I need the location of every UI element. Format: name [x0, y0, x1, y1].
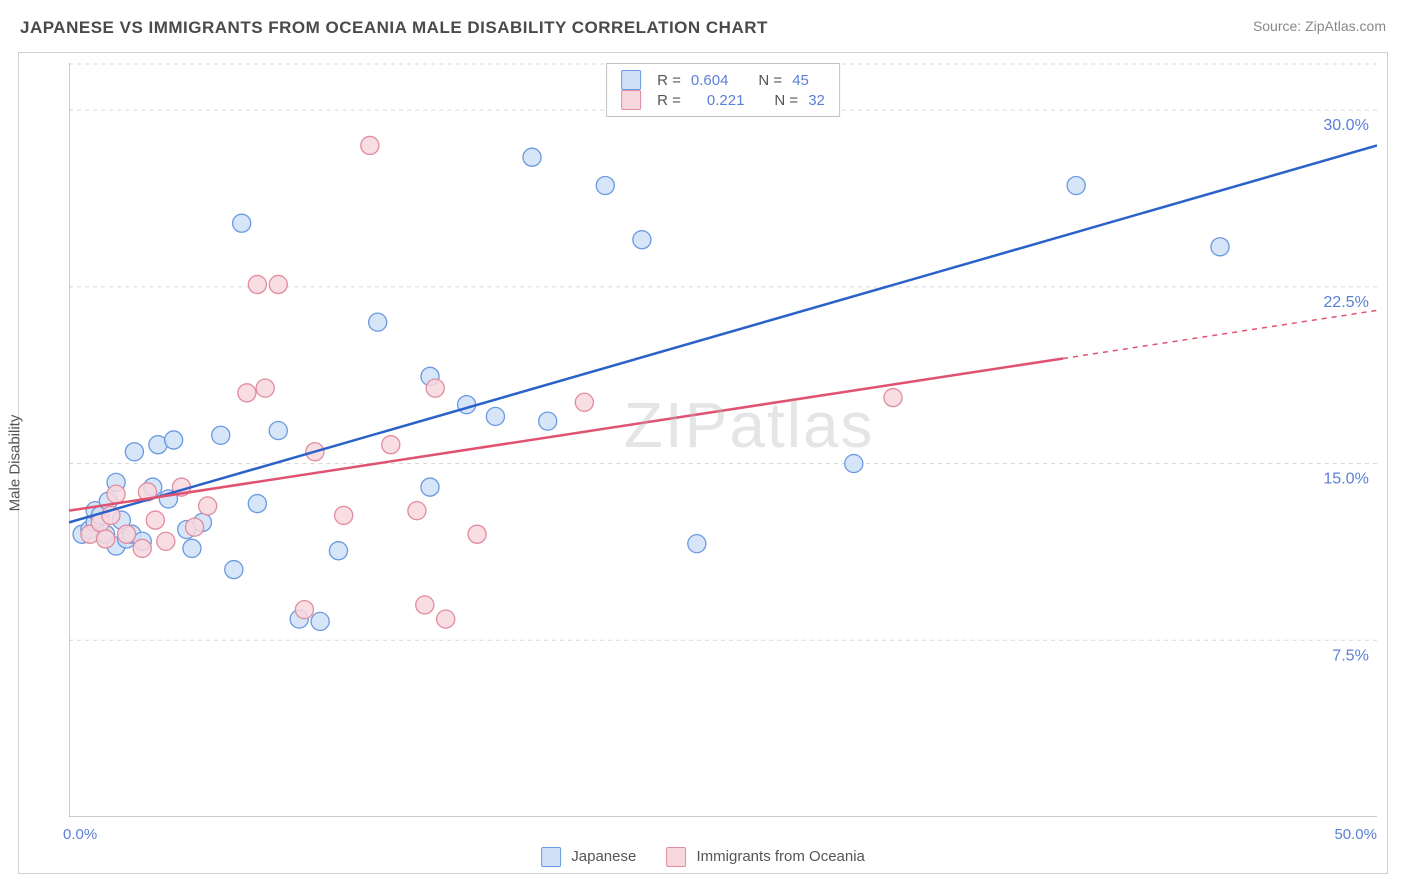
source-label: Source: ZipAtlas.com	[1253, 18, 1386, 34]
scatter-svg: 7.5% 15.0% 22.5% 30.0%	[69, 63, 1377, 817]
bottom-legend: Japanese Immigrants from Oceania	[541, 847, 865, 867]
chart-container: Male Disability R = 0.604 N = 45 R = 0.2…	[18, 52, 1388, 874]
svg-text:30.0%: 30.0%	[1323, 116, 1369, 134]
r-value-0: 0.604	[691, 72, 729, 89]
plot-area: R = 0.604 N = 45 R = 0.221 N = 32 ZIPatl…	[69, 63, 1377, 817]
n-value-0: 45	[792, 72, 809, 89]
x-axis-tick-label: 50.0%	[1334, 826, 1377, 843]
x-axis-tick-label: 0.0%	[63, 826, 97, 843]
stats-legend-box: R = 0.604 N = 45 R = 0.221 N = 32	[606, 63, 840, 117]
svg-text:7.5%: 7.5%	[1332, 646, 1369, 664]
svg-text:15.0%: 15.0%	[1323, 470, 1369, 488]
legend-swatch-icon	[621, 90, 641, 110]
svg-text:22.5%: 22.5%	[1323, 293, 1369, 311]
legend-swatch-icon	[621, 70, 641, 90]
y-axis-label: Male Disability	[7, 415, 24, 512]
chart-title: JAPANESE VS IMMIGRANTS FROM OCEANIA MALE…	[20, 18, 768, 38]
legend-swatch-icon	[541, 847, 561, 867]
legend-label-0: Japanese	[571, 848, 636, 865]
r-value-1: 0.221	[707, 92, 745, 109]
legend-label-1: Immigrants from Oceania	[697, 848, 865, 865]
legend-swatch-icon	[666, 847, 686, 867]
n-value-1: 32	[808, 92, 825, 109]
